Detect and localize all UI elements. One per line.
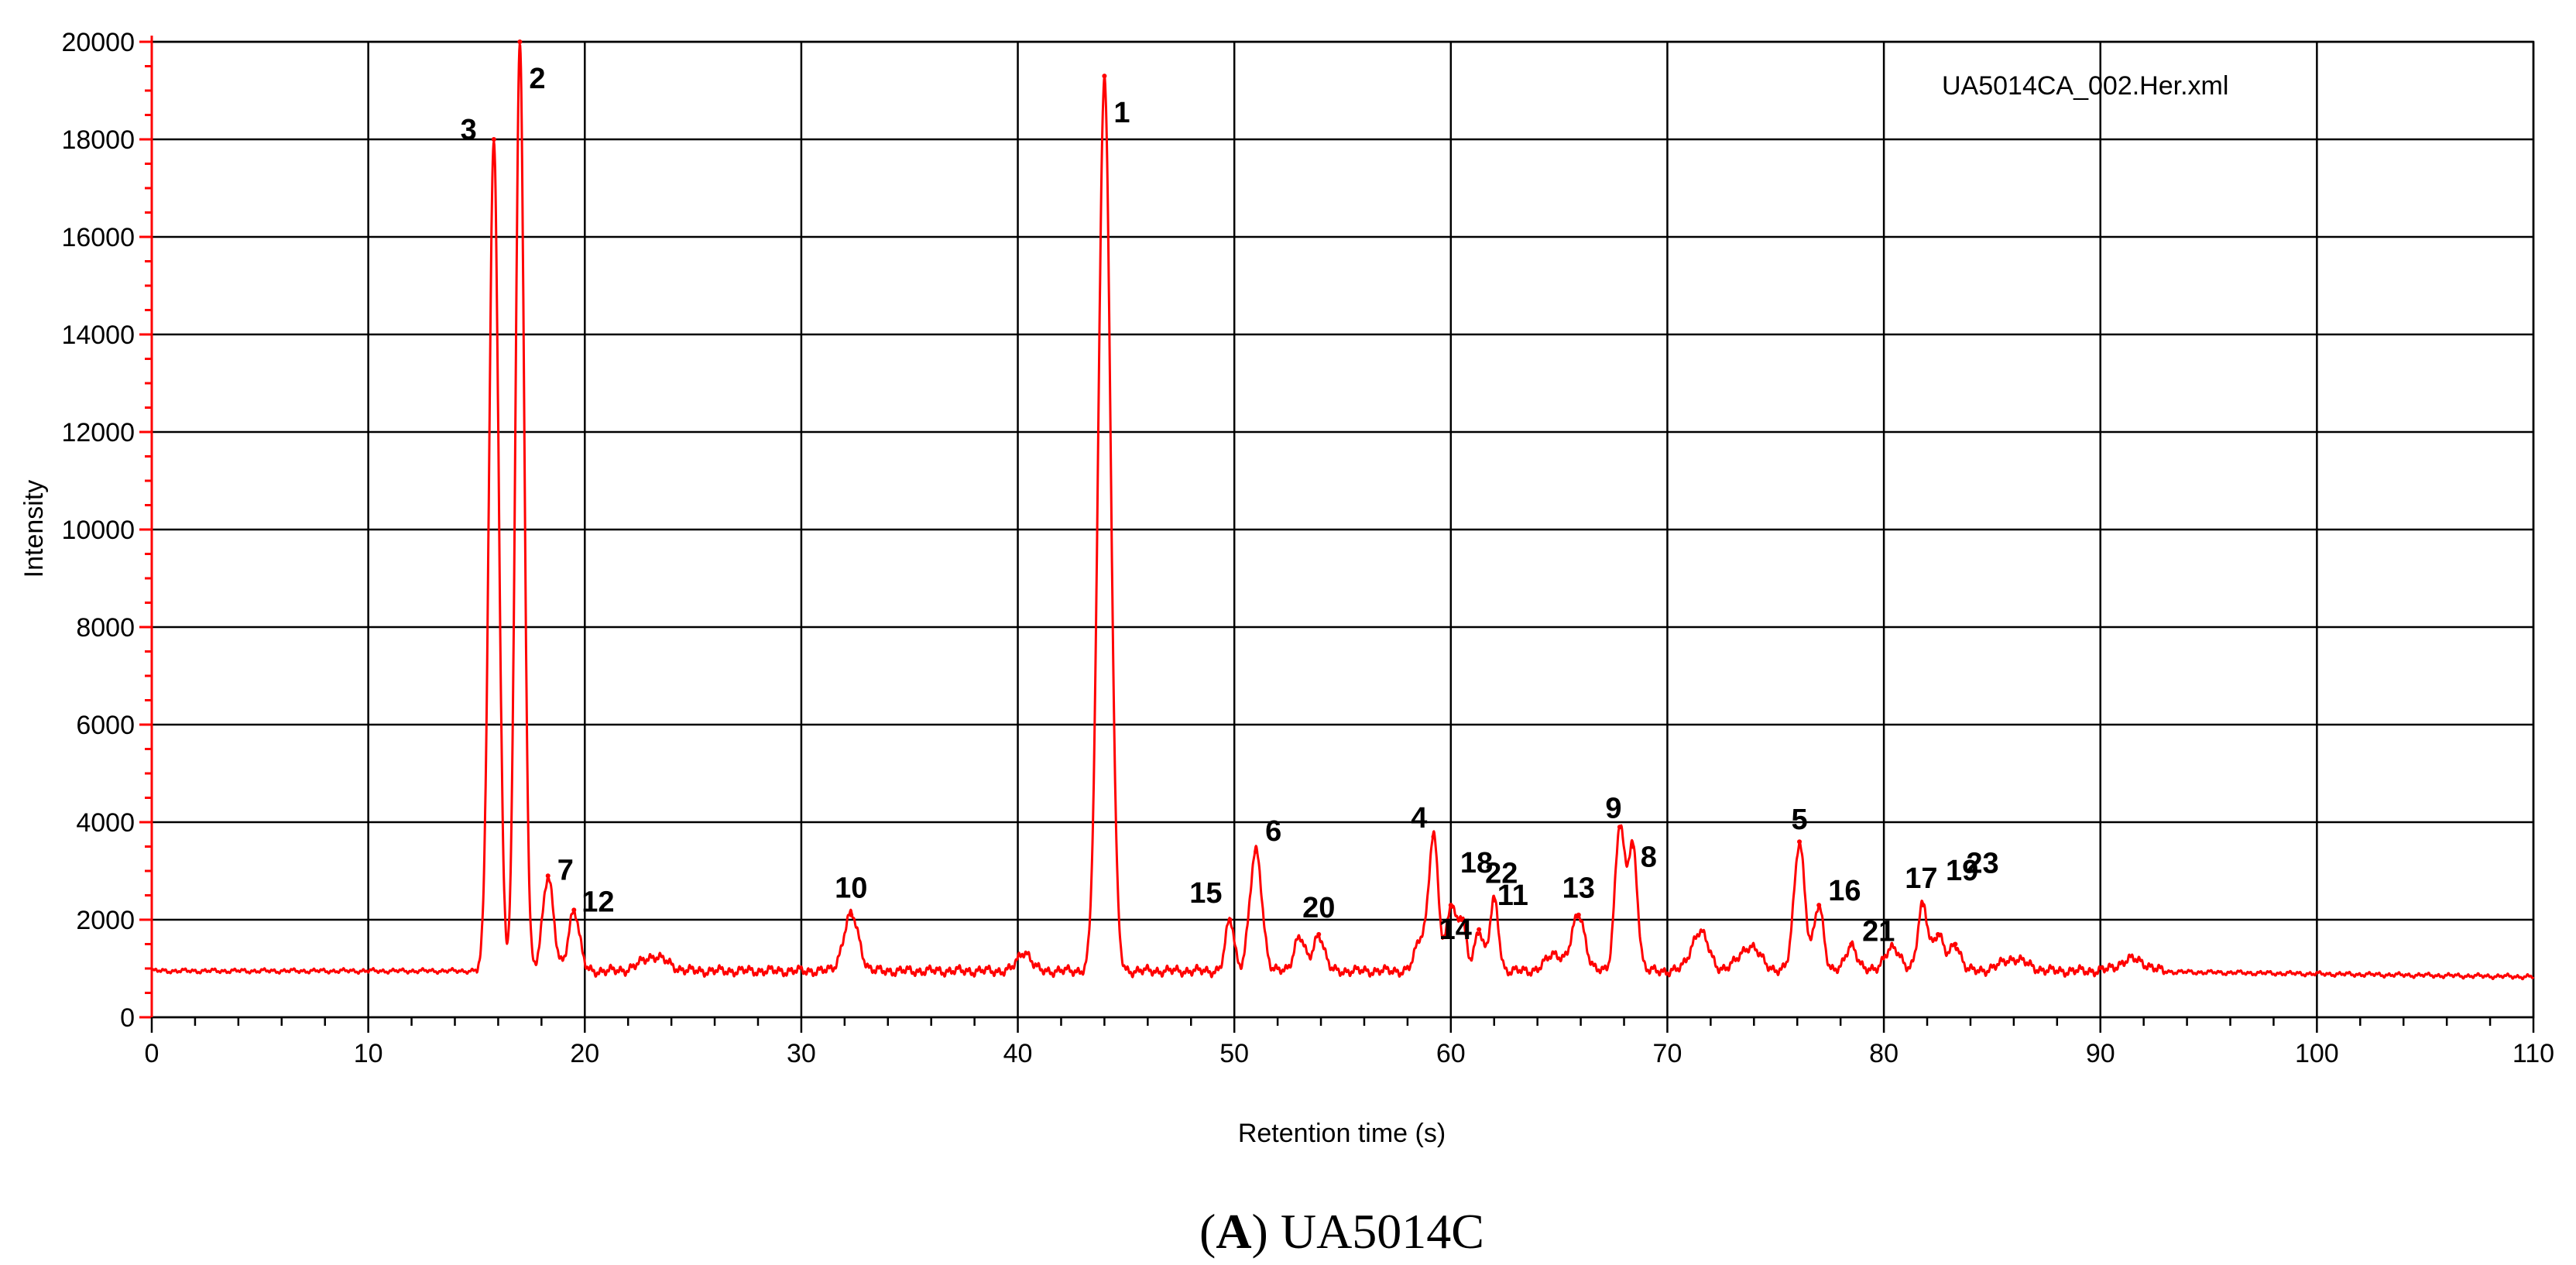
peak-point (1316, 931, 1322, 937)
peak-point (545, 873, 551, 879)
y-tick-label: 20000 (61, 28, 135, 57)
x-tick-label: 0 (145, 1039, 159, 1068)
y-tick-label: 8000 (76, 613, 135, 643)
peak-point (1431, 834, 1436, 839)
x-tick-label: 70 (1653, 1039, 1682, 1068)
peak-label: 10 (835, 872, 867, 905)
y-tick-label: 10000 (61, 516, 135, 545)
peak-label: 3 (461, 114, 477, 146)
x-tick-label: 40 (1003, 1039, 1033, 1068)
peak-point (1936, 931, 1940, 937)
peak-label: 4 (1411, 802, 1427, 835)
peak-label: 16 (1828, 875, 1861, 907)
peak-point (1477, 927, 1482, 932)
peak-label: 21 (1862, 916, 1895, 948)
peak-label: 5 (1791, 804, 1807, 836)
grid (150, 40, 2535, 1019)
peak-label: 23 (1966, 848, 1998, 880)
x-tick-label: 50 (1219, 1039, 1249, 1068)
peak-point (1630, 844, 1635, 849)
y-tick-label: 14000 (61, 321, 135, 350)
peak-point (1102, 74, 1107, 79)
peak-point (1849, 941, 1854, 947)
peak-label: 1 (1113, 97, 1130, 129)
peak-label: 12 (581, 886, 614, 918)
peak-label: 14 (1439, 914, 1472, 946)
peak-point (571, 907, 577, 913)
caption-text: UA5014C (1268, 1204, 1484, 1259)
caption-close-paren: ) (1252, 1204, 1268, 1259)
peak-label: 2 (529, 63, 545, 95)
peak-point (1448, 903, 1453, 908)
x-tick-label: 20 (570, 1039, 599, 1068)
chromatogram-line (150, 43, 2535, 981)
peak-label: 19 (1946, 855, 1978, 887)
peak-point (1953, 941, 1958, 947)
peak-label: 18 (1460, 847, 1493, 879)
x-tick-label: 110 (2513, 1039, 2554, 1068)
axes: 0200040006000800010000120001400016000180… (61, 28, 2554, 1068)
peak-point (1459, 917, 1464, 922)
y-tick-label: 4000 (76, 808, 135, 838)
peak-point (1576, 912, 1581, 917)
y-tick-label: 0 (120, 1003, 135, 1033)
x-tick-label: 10 (354, 1039, 383, 1068)
x-tick-label: 80 (1869, 1039, 1899, 1068)
peak-point (1491, 897, 1497, 903)
peak-point (1816, 903, 1822, 908)
peak-label: 11 (1497, 879, 1528, 912)
y-tick-label: 18000 (61, 125, 135, 155)
figure-caption: (A) UA5014C (1199, 1204, 1484, 1259)
peak-point (1617, 824, 1622, 830)
caption-open-paren: ( (1199, 1204, 1216, 1259)
peak-label: 7 (557, 854, 574, 886)
y-tick-label: 16000 (61, 223, 135, 252)
y-axis-title: Intensity (19, 480, 49, 578)
peak-point (1797, 839, 1803, 845)
peak-label: 13 (1562, 872, 1595, 905)
series (150, 39, 2535, 981)
x-tick-label: 60 (1436, 1039, 1466, 1068)
y-tick-label: 2000 (76, 906, 135, 935)
peak-point (1920, 903, 1926, 908)
y-tick-label: 6000 (76, 711, 135, 740)
peak-label: 22 (1485, 858, 1518, 890)
x-axis-title: Retention time (s) (1238, 1119, 1446, 1148)
peak-label: 15 (1189, 877, 1222, 910)
caption-letter: A (1216, 1204, 1251, 1259)
peak-label: 8 (1641, 842, 1657, 874)
peak-label: 9 (1605, 792, 1621, 824)
file-label: UA5014CA_002.Her.xml (1942, 71, 2228, 101)
peak-point (849, 912, 854, 917)
peak-point (1227, 917, 1233, 922)
peak-label: 20 (1302, 892, 1335, 924)
x-tick-label: 90 (2086, 1039, 2115, 1068)
y-tick-label: 12000 (61, 418, 135, 447)
x-tick-label: 30 (787, 1039, 816, 1068)
x-tick-label: 100 (2295, 1039, 2339, 1068)
peak-point (517, 39, 523, 44)
peak-label: 6 (1265, 815, 1281, 848)
peak-label: 17 (1905, 862, 1937, 895)
peak-point (491, 137, 496, 142)
peak-point (1254, 848, 1259, 854)
